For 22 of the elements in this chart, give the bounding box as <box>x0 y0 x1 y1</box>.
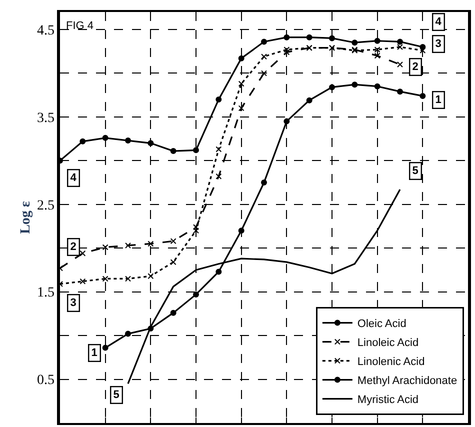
y-tick-label: 3.5 <box>36 110 54 126</box>
annotation: 4 <box>435 16 442 28</box>
annotation: 3 <box>435 38 442 50</box>
annotation: 1 <box>435 94 442 106</box>
legend-label: Myristic Acid <box>357 394 419 406</box>
annotation: 5 <box>412 165 418 178</box>
annotation: 3 <box>70 297 76 310</box>
y-axis-title: Log ε <box>18 201 34 234</box>
y-tick-label: 4.5 <box>36 23 54 38</box>
y-tick-label: 1.5 <box>36 286 54 301</box>
annotation: 2 <box>70 241 76 254</box>
annotation: 5 <box>113 389 120 402</box>
legend-label: Linolenic Acid <box>357 356 425 368</box>
annotation: 1 <box>91 347 98 360</box>
y-tick-label: 0.5 <box>36 373 54 388</box>
annotation: 4 <box>70 172 78 184</box>
y-tick-label: 2.5 <box>36 198 54 214</box>
legend-label: Methyl Arachidonate <box>357 375 458 388</box>
legend-label: Oleic Acid <box>357 318 406 330</box>
text: FIG 4 <box>66 20 94 32</box>
legend-label: Linoleic Acid <box>357 337 419 350</box>
annotation: 2 <box>412 61 418 74</box>
